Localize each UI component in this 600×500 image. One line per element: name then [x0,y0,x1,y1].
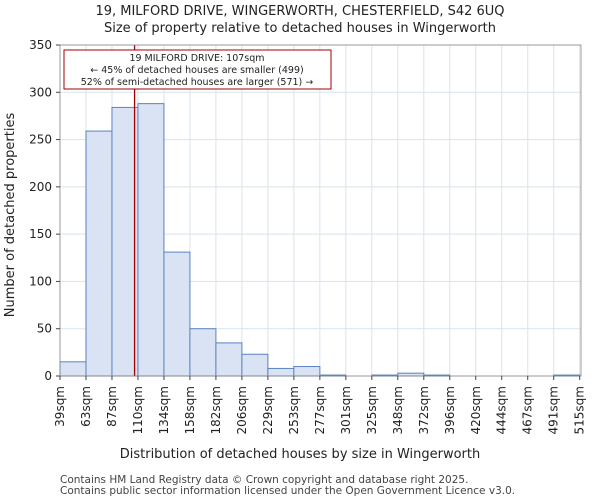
annotation-line2: ← 45% of detached houses are smaller (49… [90,65,303,76]
annotation-line1: 19 MILFORD DRIVE: 107sqm [129,53,264,64]
y-tick-label: 350 [29,38,52,52]
y-tick-label: 50 [37,322,52,336]
bars [59,103,581,377]
x-tick-label: 372sqm [417,386,431,434]
x-tick-label: 396sqm [443,386,457,434]
bar-348sqm [397,372,425,377]
bar-39sqm [59,361,87,377]
x-tick-label: 277sqm [313,386,327,434]
x-tick-label: 420sqm [469,386,483,434]
chart-title-line1: 19, MILFORD DRIVE, WINGERWORTH, CHESTERF… [95,4,504,19]
y-tick-label: 0 [44,369,52,383]
x-tick-label: 253sqm [287,386,301,434]
x-tick-label: 491sqm [547,386,561,434]
x-axis-label: Distribution of detached houses by size … [120,447,481,462]
annotation-box: 19 MILFORD DRIVE: 107sqm ← 45% of detach… [63,49,332,90]
bar-63sqm [85,130,113,377]
y-tick-label: 100 [29,274,52,288]
x-tick-label: 206sqm [235,386,249,434]
footer-line2: Contains public sector information licen… [60,485,515,497]
bar-229sqm [267,367,295,377]
x-tick-label: 515sqm [573,386,587,434]
y-tick-label: 150 [29,227,52,241]
y-tick-label: 200 [29,180,52,194]
plot-frame [59,44,582,377]
x-tick-label: 134sqm [157,386,171,434]
y-tick-label: 250 [29,133,52,147]
x-tick-label: 467sqm [521,386,535,434]
footer-line1: Contains HM Land Registry data © Crown c… [60,474,468,486]
y-axis-ticks: 0 50 100 150 200 250 300 350 [29,38,60,383]
x-tick-label: 229sqm [261,386,275,434]
y-tick-label: 300 [29,85,52,99]
x-tick-label: 444sqm [495,386,509,434]
annotation-line3: 52% of semi-detached houses are larger (… [81,77,314,88]
x-axis-ticks: 39sqm 63sqm 87sqm 110sqm 134sqm 158sqm 182sqm 2… [53,376,587,434]
y-axis-label: Number of detached properties [3,113,18,318]
chart-title-line2: Size of property relative to detached ho… [104,21,496,36]
annotation-frame [63,49,332,90]
bar-158sqm [189,328,217,377]
x-tick-label: 39sqm [53,386,67,427]
bar-253sqm [293,366,321,377]
x-tick-label: 158sqm [183,386,197,434]
x-tick-label: 110sqm [131,386,145,434]
x-tick-label: 182sqm [209,386,223,434]
bar-134sqm [163,251,191,377]
bar-182sqm [215,342,243,377]
bar-206sqm [241,353,269,377]
bar-110sqm [137,103,165,377]
x-tick-label: 63sqm [79,386,93,427]
bar-87sqm [111,106,139,377]
x-tick-label: 348sqm [391,386,405,434]
x-tick-label: 87sqm [105,386,119,427]
x-tick-label: 325sqm [365,386,379,434]
x-tick-label: 301sqm [339,386,353,434]
